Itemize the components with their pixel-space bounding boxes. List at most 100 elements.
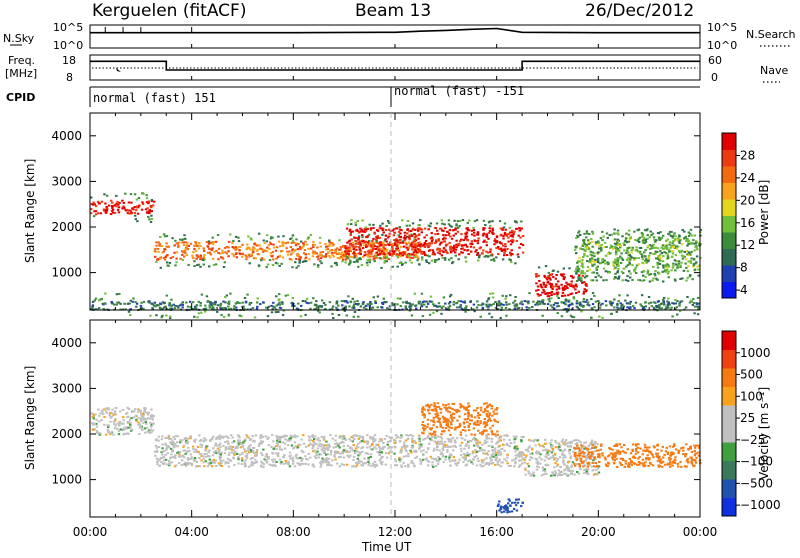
heatmap-cell: [581, 259, 583, 261]
heatmap-cell: [117, 209, 119, 211]
heatmap-cell: [230, 434, 232, 436]
heatmap-cell: [244, 297, 246, 299]
heatmap-cell: [147, 414, 149, 416]
heatmap-cell: [411, 440, 413, 442]
heatmap-cell: [228, 454, 230, 456]
heatmap-cell: [182, 259, 184, 261]
heatmap-cell: [157, 248, 159, 250]
heatmap-cell: [497, 461, 499, 463]
heatmap-cell: [500, 439, 502, 441]
heatmap-cell: [586, 260, 588, 262]
heatmap-cell: [385, 301, 387, 303]
heatmap-cell: [275, 250, 277, 252]
heatmap-cell: [410, 257, 412, 259]
heatmap-cell: [609, 247, 611, 249]
heatmap-cell: [452, 437, 454, 439]
heatmap-cell: [521, 303, 523, 305]
heatmap-cell: [102, 413, 104, 415]
heatmap-cell: [313, 466, 315, 468]
heatmap-cell: [687, 261, 689, 263]
power-panel-frame: [90, 113, 700, 310]
heatmap-cell: [138, 433, 140, 435]
heatmap-cell: [142, 193, 144, 195]
heatmap-cell: [272, 440, 274, 442]
heatmap-cell: [626, 275, 628, 277]
heatmap-cell: [677, 237, 679, 239]
heatmap-cell: [193, 265, 195, 267]
heatmap-cell: [338, 252, 340, 254]
heatmap-cell: [329, 250, 331, 252]
heatmap-cell: [653, 307, 655, 309]
heatmap-cell: [500, 234, 502, 236]
heatmap-cell: [633, 231, 635, 233]
heatmap-cell: [559, 449, 561, 451]
heatmap-cell: [396, 437, 398, 439]
heatmap-cell: [550, 304, 552, 306]
heatmap-cell: [232, 240, 234, 242]
heatmap-cell: [544, 459, 546, 461]
heatmap-cell: [580, 272, 582, 274]
heatmap-cell: [552, 457, 554, 459]
heatmap-cell: [145, 419, 147, 421]
heatmap-cell: [366, 440, 368, 442]
heatmap-cell: [103, 424, 105, 426]
heatmap-cell: [250, 249, 252, 251]
heatmap-cell: [198, 457, 200, 459]
heatmap-cell: [315, 443, 317, 445]
heatmap-cell: [366, 447, 368, 449]
heatmap-cell: [547, 298, 549, 300]
heatmap-cell: [363, 458, 365, 460]
heatmap-cell: [555, 283, 557, 285]
heatmap-cell: [504, 233, 506, 235]
heatmap-cell: [262, 449, 264, 451]
heatmap-cell: [372, 238, 374, 240]
heatmap-cell: [469, 301, 471, 303]
heatmap-cell: [571, 473, 573, 475]
heatmap-cell: [492, 297, 494, 299]
heatmap-cell: [366, 264, 368, 266]
heatmap-cell: [150, 215, 152, 217]
heatmap-cell: [340, 246, 342, 248]
heatmap-cell: [303, 443, 305, 445]
heatmap-cell: [341, 304, 343, 306]
heatmap-cell: [350, 301, 352, 303]
heatmap-cell: [275, 311, 277, 313]
heatmap-cell: [305, 257, 307, 259]
heatmap-cell: [629, 273, 631, 275]
heatmap-cell: [617, 233, 619, 235]
heatmap-cell: [155, 314, 157, 316]
heatmap-cell: [111, 202, 113, 204]
heatmap-cell: [532, 301, 534, 303]
heatmap-cell: [312, 297, 314, 299]
heatmap-cell: [241, 463, 243, 465]
heatmap-cell: [627, 247, 629, 249]
nsky-series-line: [90, 29, 700, 33]
heatmap-cell: [466, 246, 468, 248]
heatmap-cell: [249, 439, 251, 441]
heatmap-cell: [436, 446, 438, 448]
heatmap-cell: [148, 412, 150, 414]
heatmap-cell: [579, 248, 581, 250]
heatmap-cell: [404, 465, 406, 467]
heatmap-cell: [356, 462, 358, 464]
heatmap-cell: [456, 437, 458, 439]
heatmap-cell: [463, 453, 465, 455]
heatmap-cell: [187, 447, 189, 449]
heatmap-cell: [647, 245, 649, 247]
heatmap-cell: [376, 237, 378, 239]
heatmap-cell: [457, 231, 459, 233]
heatmap-cell: [225, 461, 227, 463]
heatmap-cell: [497, 454, 499, 456]
heatmap-cell: [278, 241, 280, 243]
heatmap-cell: [326, 457, 328, 459]
heatmap-cell: [431, 260, 433, 262]
heatmap-cell: [130, 429, 132, 431]
heatmap-cell: [551, 283, 553, 285]
heatmap-cell: [385, 464, 387, 466]
heatmap-cell: [542, 449, 544, 451]
heatmap-cell: [444, 257, 446, 259]
heatmap-cell: [422, 301, 424, 303]
heatmap-cell: [282, 314, 284, 316]
heatmap-cell: [458, 258, 460, 260]
heatmap-cell: [338, 258, 340, 260]
